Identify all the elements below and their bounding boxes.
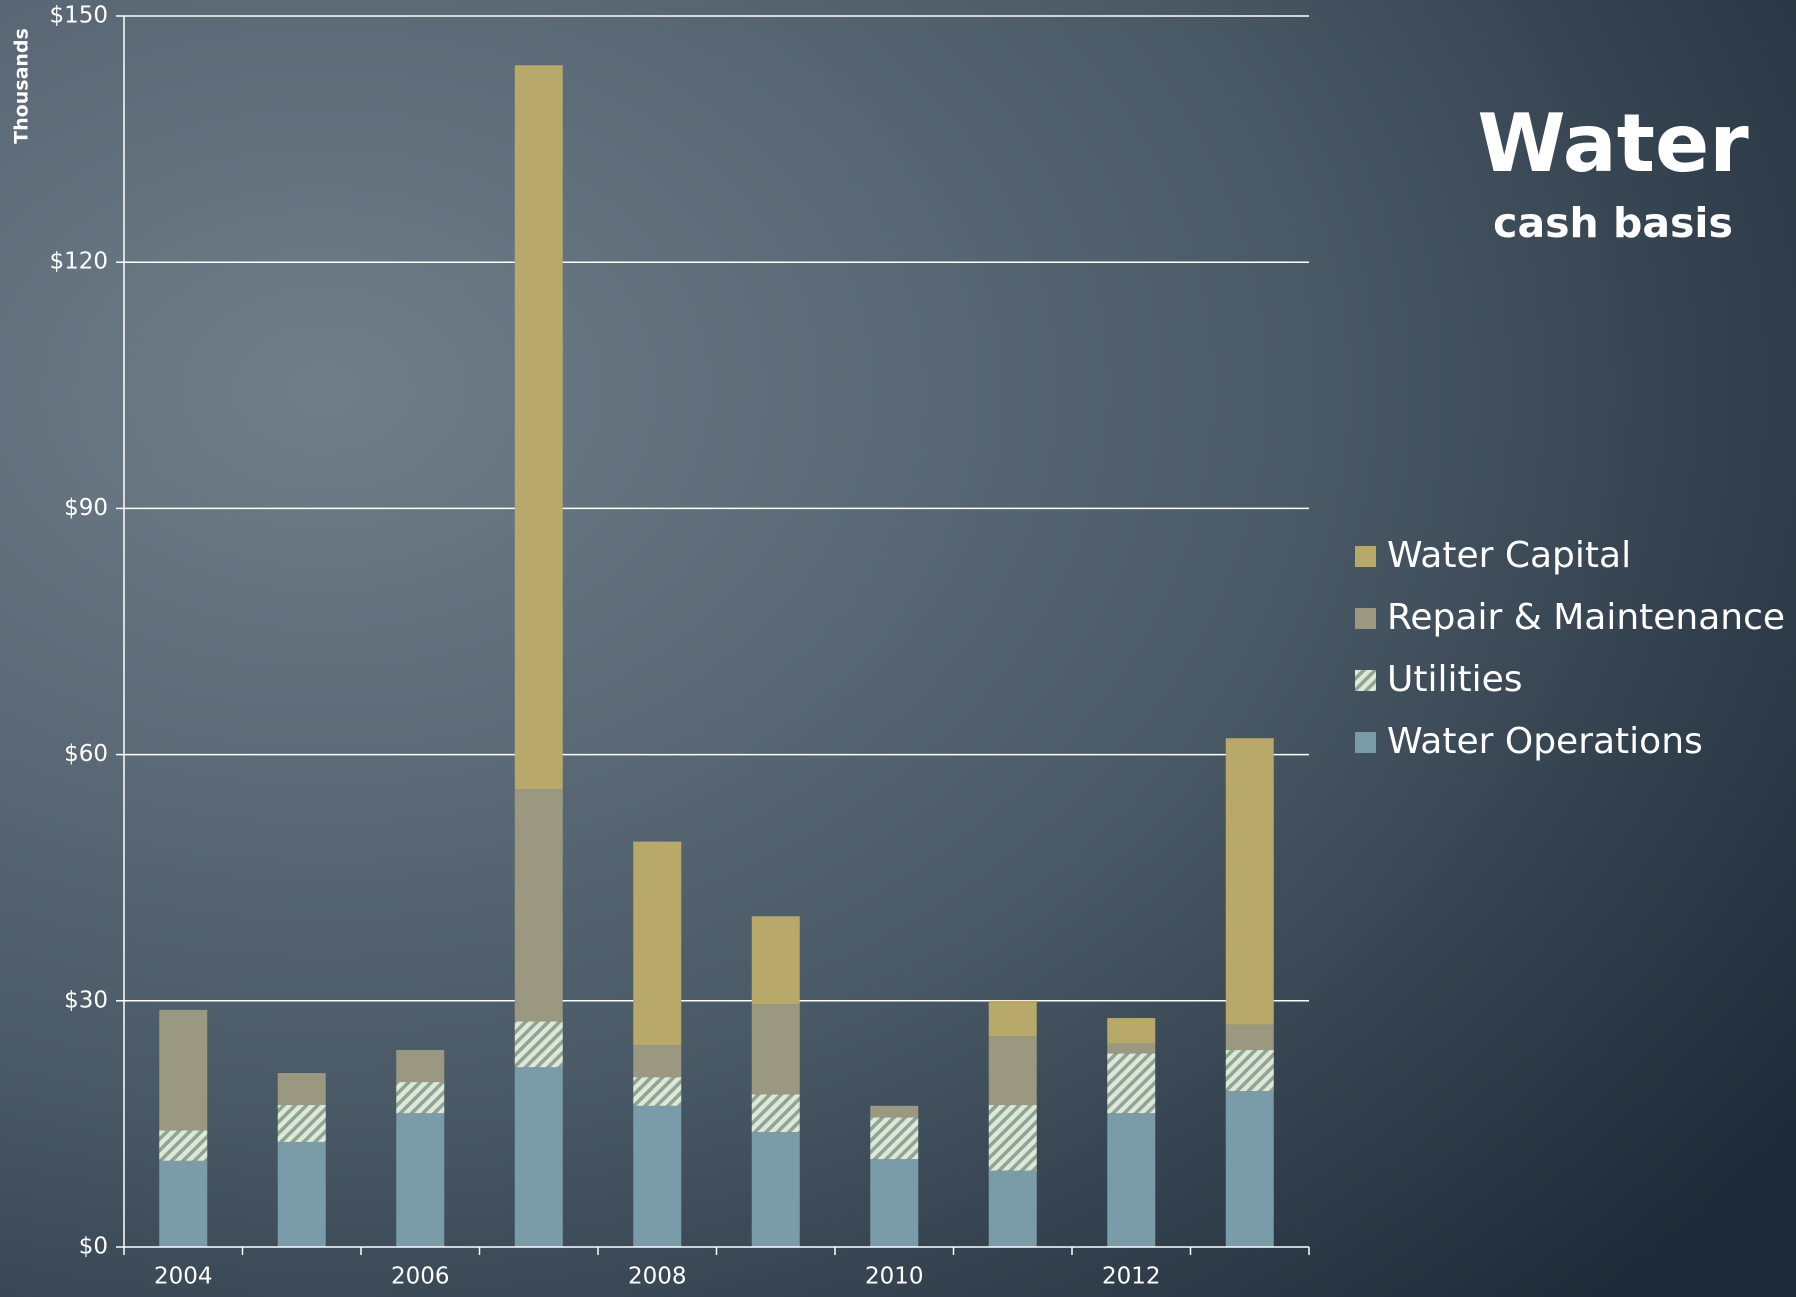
bar-segment: [633, 1045, 682, 1078]
bar-segment: [1225, 1050, 1274, 1092]
bar-segment: [1107, 1043, 1156, 1054]
bar-segment: [633, 1077, 682, 1106]
legend-label: Water Capital: [1387, 535, 1631, 576]
legend-swatch: [1355, 732, 1376, 753]
bar-segment: [514, 65, 563, 790]
y-tick-label: $120: [49, 249, 108, 275]
bar-segment: [514, 789, 563, 1022]
legend-swatch: [1355, 546, 1376, 567]
bar-segment: [1225, 1091, 1274, 1247]
bar-segment: [988, 1105, 1037, 1171]
bar-segment: [870, 1117, 919, 1160]
bar-segment: [870, 1105, 919, 1118]
bar-segment: [988, 1170, 1037, 1247]
legend-label: Repair & Maintenance: [1387, 597, 1785, 638]
chart-subtitle: cash basis: [1493, 199, 1733, 247]
bar-segment: [1225, 1024, 1274, 1051]
bar-segment: [751, 1094, 800, 1133]
bar-segment: [633, 841, 682, 1046]
bar-segment: [870, 1159, 919, 1247]
x-tick-label: 2012: [1102, 1264, 1161, 1290]
bar-segment: [1107, 1018, 1156, 1044]
x-tick-label: 2008: [628, 1264, 687, 1290]
chart-title: Water: [1477, 97, 1749, 190]
bar-segment: [988, 1036, 1037, 1106]
y-tick-label: $30: [64, 987, 108, 1013]
y-tick-label: $60: [64, 741, 108, 767]
x-tick-label: 2004: [154, 1264, 213, 1290]
bar-segment: [396, 1113, 445, 1247]
bar-segment: [277, 1141, 326, 1247]
bar-segment: [396, 1050, 445, 1083]
bar-segment: [988, 1000, 1037, 1037]
legend-swatch: [1355, 608, 1376, 629]
bar-segment: [514, 1021, 563, 1068]
bar-segment: [1107, 1113, 1156, 1247]
y-tick-label: $150: [49, 3, 108, 29]
y-axis-label: Thousands: [11, 28, 33, 144]
bar-segment: [277, 1105, 326, 1142]
bar-segment: [633, 1105, 682, 1247]
legend-swatch: [1355, 670, 1376, 691]
y-tick-label: $0: [79, 1234, 108, 1260]
bar-segment: [159, 1130, 208, 1161]
bar-segment: [751, 1132, 800, 1247]
bar-segment: [396, 1082, 445, 1114]
legend-label: Utilities: [1387, 659, 1523, 700]
x-tick-label: 2010: [865, 1264, 924, 1290]
x-tick-label: 2006: [391, 1264, 450, 1290]
bar-segment: [751, 1004, 800, 1095]
bar-segment: [277, 1073, 326, 1106]
bar-segment: [1107, 1053, 1156, 1114]
legend-label: Water Operations: [1387, 721, 1703, 762]
bar-segment: [159, 1160, 208, 1247]
y-tick-label: $90: [64, 495, 108, 521]
bar-segment: [514, 1067, 563, 1247]
bar-segment: [751, 916, 800, 1005]
bar-segment: [159, 1009, 208, 1131]
bar-segment: [1225, 738, 1274, 1025]
